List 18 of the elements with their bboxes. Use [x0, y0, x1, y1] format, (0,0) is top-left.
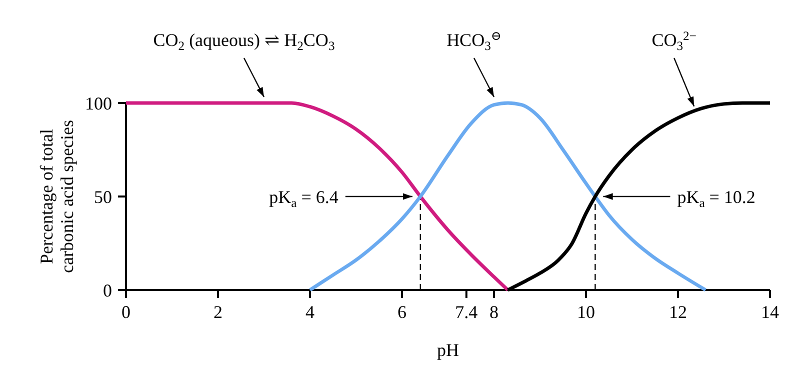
y-axis-title: Percentage of total carbonic acid species [36, 120, 78, 273]
y-tick-label: 0 [103, 280, 112, 300]
x-tick-label: 8 [490, 302, 498, 322]
line-series [124, 101, 510, 292]
x-tick-label: 14 [761, 302, 779, 322]
annotation: CO$_{2}$ (aqueous) ⇌ H$_{2}$CO$_{3}$ [153, 30, 335, 53]
y-tick-label: 50 [94, 186, 112, 207]
y-tick-label: 100 [85, 93, 112, 114]
ref-line-label: pK$_{a}$ = 6.4 [269, 186, 338, 210]
ref-line-label: pK$_{a}$ = 10.2 [677, 186, 756, 210]
x-axis-title: pH [437, 340, 459, 360]
x-tick-label: 0 [122, 302, 130, 322]
x-tick-label: 4 [306, 302, 314, 322]
x-tick-label: 7.4 [455, 302, 478, 322]
x-tick-label: 12 [669, 302, 687, 322]
x-tick-label: 6 [398, 302, 406, 322]
x-tick-label: 2 [214, 302, 222, 322]
x-tick-label: 10 [577, 302, 595, 322]
